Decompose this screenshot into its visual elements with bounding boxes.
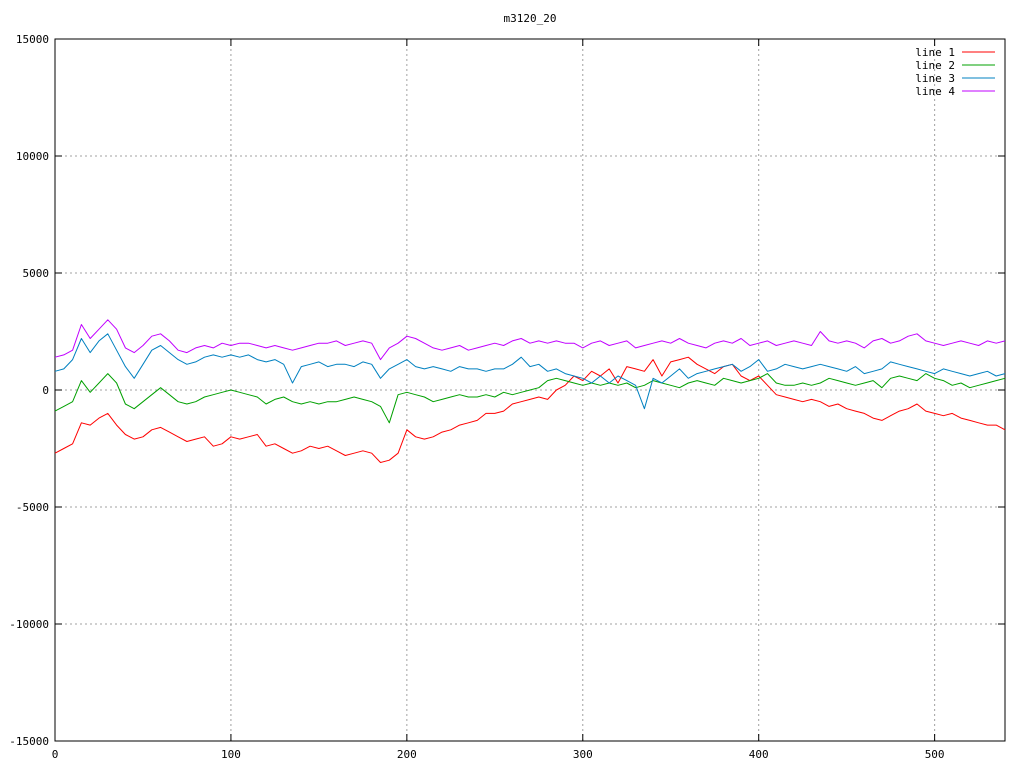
y-tick-label: 5000 [23, 267, 50, 280]
legend-label: line 3 [915, 72, 955, 85]
legend-label: line 2 [915, 59, 955, 72]
series-line-2 [54, 373, 1006, 424]
x-tick-label: 300 [573, 748, 593, 761]
legend-label: line 1 [915, 46, 955, 59]
legend-label: line 4 [915, 85, 955, 98]
x-tick-label: 400 [749, 748, 769, 761]
x-tick-label: 200 [397, 748, 417, 761]
x-tick-label: 100 [221, 748, 241, 761]
series-line-1 [54, 356, 1006, 463]
x-tick-label: 500 [925, 748, 945, 761]
chart-title: m3120_20 [504, 12, 557, 25]
series-layer [54, 319, 1006, 463]
y-tick-label: -15000 [9, 735, 49, 748]
grid-lines [55, 39, 1005, 741]
x-tick-label: 0 [52, 748, 59, 761]
y-tick-label: -5000 [16, 501, 49, 514]
y-tick-label: 0 [42, 384, 49, 397]
series-line-4 [54, 319, 1006, 361]
y-tick-label: -10000 [9, 618, 49, 631]
y-tick-label: 15000 [16, 33, 49, 46]
series-line-3 [54, 333, 1006, 410]
y-tick-label: 10000 [16, 150, 49, 163]
